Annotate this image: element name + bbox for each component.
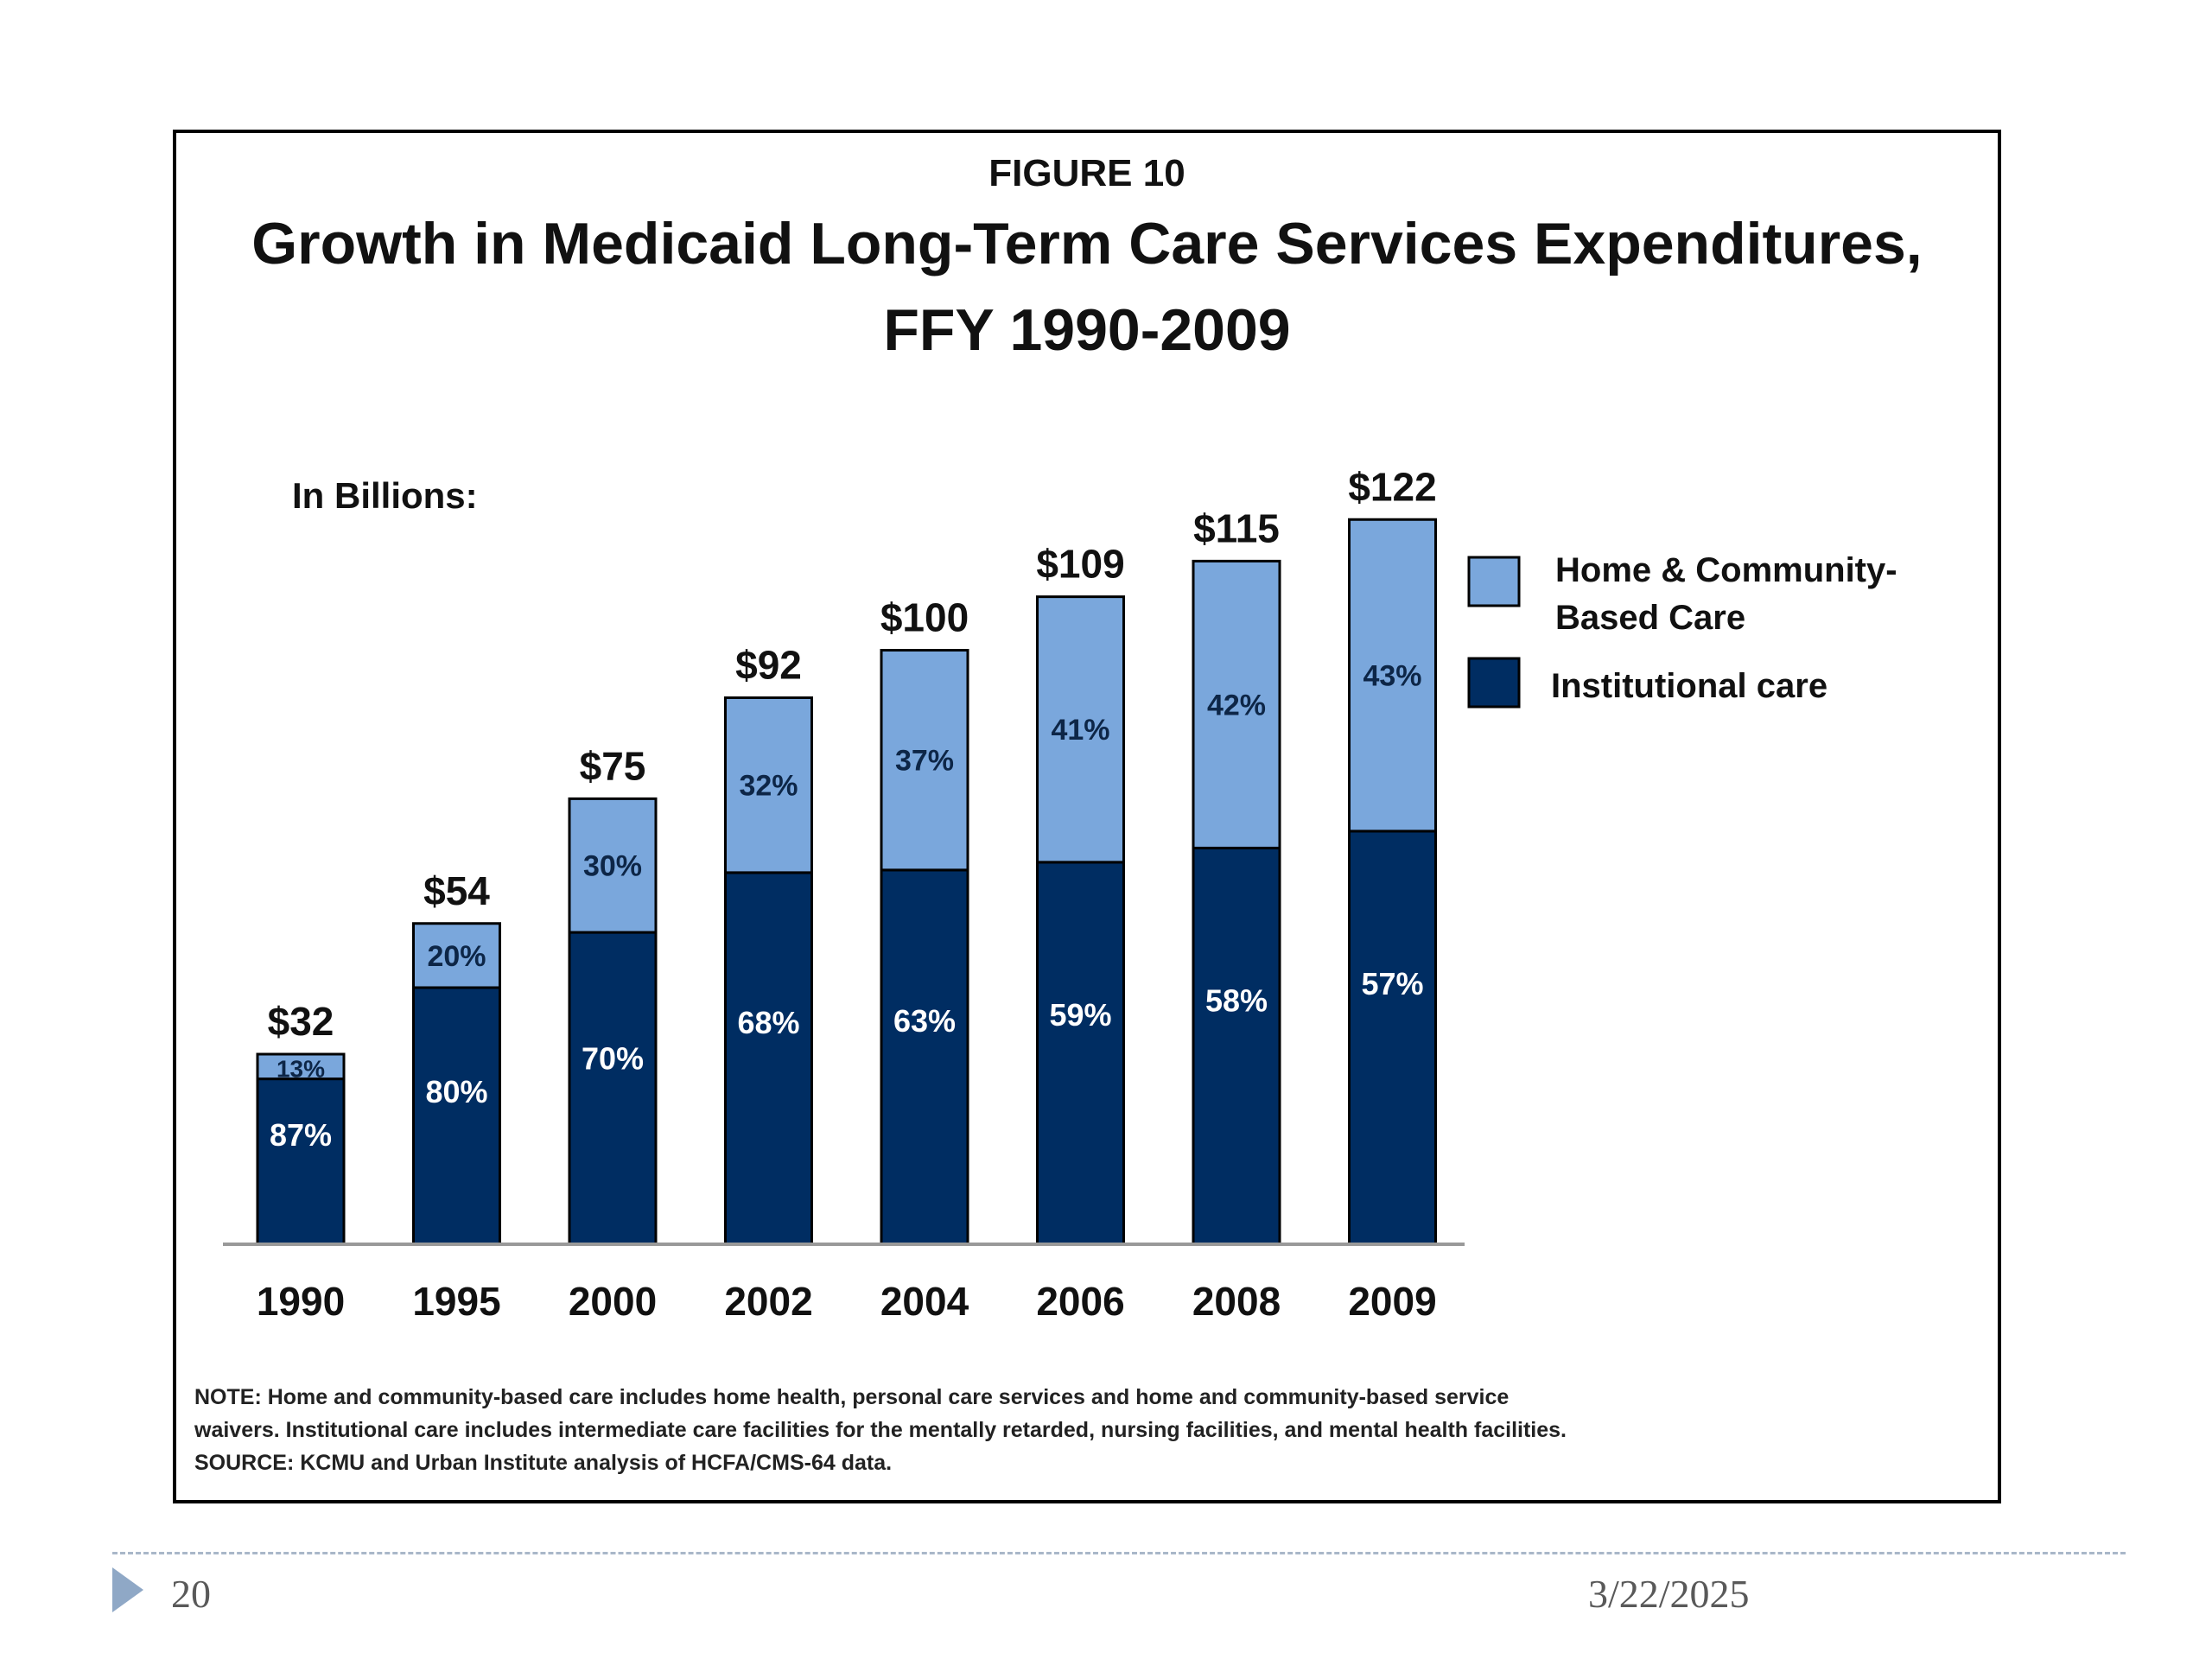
data-label-home-community-1995: 20% (427, 940, 486, 973)
x-tick-label-1990: 1990 (257, 1279, 345, 1324)
note-line-1: NOTE: Home and community-based care incl… (194, 1385, 1509, 1409)
unit-label: In Billions: (292, 475, 478, 516)
bar-institutional-2006 (1036, 861, 1125, 1246)
figure-frame (173, 130, 2001, 1503)
footer-divider (112, 1552, 2126, 1554)
data-label-home-community-2000: 30% (583, 850, 642, 883)
bar-home-community-2004 (880, 649, 969, 872)
bar-home-community-2009 (1348, 518, 1437, 833)
data-label-total-2006: $109 (1036, 542, 1124, 587)
data-label-institutional-2000: 70% (582, 1040, 644, 1076)
x-tick-label-2004: 2004 (880, 1279, 969, 1324)
bar-institutional-2009 (1348, 830, 1437, 1246)
legend: Home & Community- Based Care Institution… (1467, 551, 1897, 709)
bar-home-community-2002 (724, 696, 813, 874)
source-line: SOURCE: KCMU and Urban Institute analysi… (194, 1451, 892, 1475)
legend-label-institutional: Institutional care (1551, 667, 1827, 705)
bar-institutional-2000 (568, 931, 658, 1246)
legend-swatch-institutional (1467, 657, 1521, 709)
bar-institutional-1990 (256, 1077, 346, 1246)
data-label-institutional-2002: 68% (737, 1005, 799, 1040)
bar-home-community-1990 (256, 1052, 346, 1081)
chart-title-line-2: FFY 1990-2009 (883, 297, 1290, 363)
data-label-total-1990: $32 (268, 999, 334, 1044)
bars-layer: 87% 13% $32 1990 80% 20% $54 1995 70% 30% $75 2000 6… (256, 464, 1437, 1324)
data-label-total-2000: $75 (580, 743, 646, 788)
x-tick-label-2006: 2006 (1036, 1279, 1124, 1324)
bar-home-community-2000 (568, 797, 658, 934)
data-label-institutional-1990: 87% (270, 1117, 332, 1153)
data-label-total-2002: $92 (735, 643, 802, 688)
bar-institutional-2004 (880, 868, 969, 1246)
data-label-home-community-2004: 37% (895, 745, 954, 778)
x-tick-label-1995: 1995 (412, 1279, 500, 1324)
data-label-home-community-2008: 42% (1207, 689, 1266, 721)
bar-institutional-1995 (412, 986, 501, 1246)
data-label-institutional-2004: 63% (893, 1003, 956, 1039)
bar-home-community-2006 (1036, 595, 1125, 864)
data-label-institutional-2006: 59% (1049, 997, 1111, 1033)
legend-label-home-community-line-2: Based Care (1555, 599, 1745, 637)
data-label-institutional-1995: 80% (425, 1074, 487, 1109)
data-label-total-2008: $115 (1193, 505, 1280, 550)
data-label-home-community-2006: 41% (1051, 714, 1109, 747)
bar-home-community-1995 (412, 922, 501, 989)
bar-institutional-2008 (1192, 846, 1281, 1246)
note-line-2: waivers. Institutional care includes int… (194, 1418, 1567, 1442)
data-label-total-2009: $122 (1348, 464, 1436, 509)
data-label-home-community-2002: 32% (739, 770, 798, 803)
slide-date: 3/22/2025 (1588, 1572, 1750, 1616)
x-tick-label-2009: 2009 (1348, 1279, 1436, 1324)
chart-title-line-1: Growth in Medicaid Long-Term Care Servic… (251, 211, 1922, 276)
bar-institutional-2002 (724, 871, 813, 1246)
x-tick-label-2008: 2008 (1192, 1279, 1281, 1324)
x-tick-label-2002: 2002 (724, 1279, 812, 1324)
bar-home-community-2008 (1192, 559, 1281, 849)
slide-number: 20 (171, 1572, 211, 1616)
data-label-total-2004: $100 (880, 595, 969, 640)
data-label-institutional-2009: 57% (1361, 966, 1423, 1001)
data-label-total-1995: $54 (423, 868, 490, 913)
figure-kicker: FIGURE 10 (988, 152, 1185, 194)
legend-label-home-community-line-1: Home & Community- (1555, 551, 1897, 589)
legend-swatch-home-community (1467, 556, 1521, 607)
footer-arrow-icon (112, 1567, 143, 1612)
x-tick-label-2000: 2000 (569, 1279, 657, 1324)
data-label-home-community-2009: 43% (1363, 660, 1421, 693)
data-label-institutional-2008: 58% (1205, 982, 1268, 1018)
data-label-home-community-1990: 13% (276, 1055, 325, 1082)
